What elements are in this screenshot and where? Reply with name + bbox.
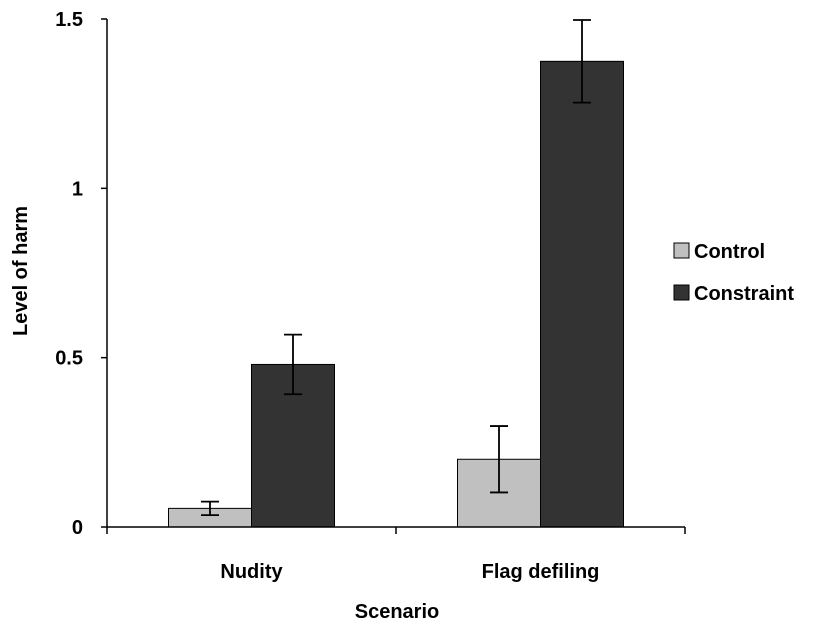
y-tick-label: 1 xyxy=(72,178,83,200)
legend-swatch-control xyxy=(673,242,690,259)
legend: Control Constraint xyxy=(673,241,794,305)
bar-constraint-flag-defiling xyxy=(540,60,624,528)
y-axis-title: Level of harm xyxy=(10,206,32,336)
x-ticks-group: Nudity Flag defiling xyxy=(106,527,686,583)
y-ticks-group: 0 0.5 1 1.5 xyxy=(55,9,107,539)
error-bars-group xyxy=(201,19,591,517)
bars-group xyxy=(168,60,624,528)
x-category-label: Flag defiling xyxy=(482,561,600,583)
y-tick-label: 0 xyxy=(72,517,83,539)
legend-swatch-constraint xyxy=(673,284,690,301)
x-axis-title: Scenario xyxy=(355,601,439,623)
legend-label-constraint: Constraint xyxy=(694,283,794,305)
legend-label-control: Control xyxy=(694,241,765,263)
y-tick-label: 1.5 xyxy=(55,9,83,31)
y-tick-label: 0.5 xyxy=(55,348,83,370)
x-category-label: Nudity xyxy=(220,561,283,583)
plot-area: 0 0.5 1 1.5 Nudity Flag defiling xyxy=(55,9,686,583)
